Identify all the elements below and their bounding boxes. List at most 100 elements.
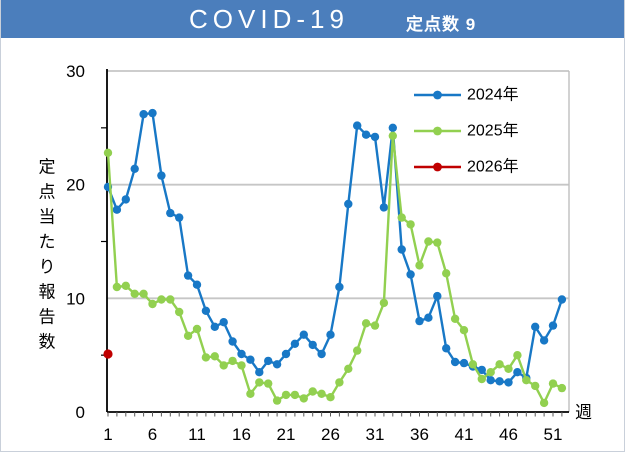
data-point	[548, 321, 558, 330]
data-point	[192, 324, 202, 334]
data-point	[450, 314, 460, 323]
x-tick-label-51: 51	[544, 425, 563, 444]
y-axis-title-char: 告	[39, 308, 56, 327]
series-line	[106, 111, 564, 384]
data-point	[370, 132, 380, 142]
series-1-group	[103, 108, 567, 387]
data-point	[539, 398, 549, 408]
series-3-group	[103, 349, 113, 359]
x-tick-label-16: 16	[232, 425, 251, 444]
legend-entry-1: 2024年	[414, 86, 519, 104]
data-point	[486, 368, 495, 377]
x-tick-label-1: 1	[103, 425, 112, 444]
data-point	[557, 295, 567, 304]
data-point	[433, 291, 442, 301]
data-point	[166, 208, 175, 218]
data-point	[183, 271, 193, 280]
data-point	[388, 123, 397, 132]
data-point	[112, 205, 122, 214]
data-point	[246, 355, 255, 364]
data-point	[486, 376, 495, 385]
x-tick-label-31: 31	[366, 425, 385, 444]
legend-entry-3: 2026年	[414, 158, 519, 176]
x-tick-label-26: 26	[321, 425, 340, 444]
data-point	[290, 390, 300, 400]
legend-marker-dot	[433, 90, 442, 100]
data-point	[335, 378, 344, 387]
data-point	[121, 281, 130, 290]
data-point	[166, 295, 175, 304]
y-axis-title-char: 報	[39, 283, 56, 302]
y-axis-title-char: た	[39, 233, 56, 252]
data-point	[290, 339, 300, 348]
legend: 2024年 2025年 2026年	[414, 86, 519, 176]
data-point	[406, 270, 415, 279]
data-point	[237, 361, 246, 370]
data-point	[548, 379, 558, 388]
data-point	[361, 319, 371, 328]
legend-marker-dot	[433, 126, 442, 136]
data-point	[477, 365, 486, 375]
data-point	[513, 351, 522, 360]
data-point	[139, 110, 148, 119]
y-axis-title-char: り	[39, 258, 56, 277]
data-point	[183, 331, 193, 340]
x-tick-label-11: 11	[188, 425, 206, 444]
data-point	[317, 349, 326, 359]
data-point	[459, 358, 469, 368]
x-axis-title: 週	[575, 403, 592, 422]
data-point	[175, 213, 184, 222]
data-point	[459, 326, 469, 335]
data-point	[504, 378, 513, 387]
data-point	[272, 360, 282, 369]
data-point	[397, 245, 406, 254]
y-axis-title-char: 数	[39, 333, 56, 352]
data-point	[210, 352, 219, 361]
data-point	[335, 282, 344, 292]
x-tick-label-21: 21	[277, 425, 296, 444]
data-point	[557, 383, 567, 393]
data-point	[317, 389, 326, 398]
y-axis-title-char: 当	[39, 208, 56, 227]
data-point	[103, 148, 113, 157]
data-point	[121, 195, 130, 204]
y-tick-label-20: 20	[66, 176, 85, 195]
data-point	[379, 203, 389, 212]
y-axis-title-char: 定	[39, 158, 56, 177]
data-point	[228, 337, 237, 346]
data-point	[415, 261, 424, 270]
y-tick-label-30: 30	[66, 62, 85, 81]
data-point	[477, 374, 486, 384]
data-point	[326, 330, 335, 339]
data-point	[255, 368, 264, 377]
data-point	[344, 199, 353, 209]
data-point	[522, 376, 531, 385]
data-point	[157, 171, 166, 180]
data-point	[299, 394, 308, 403]
data-point	[450, 357, 460, 367]
series-line	[106, 134, 563, 405]
data-point	[237, 349, 246, 359]
y-tick-label-0: 0	[76, 403, 85, 422]
title-bar: COVID-19 定点数 9	[1, 0, 624, 38]
data-point	[353, 346, 362, 355]
data-point	[495, 360, 504, 369]
legend-label: 2024年	[467, 86, 519, 104]
data-point	[139, 289, 148, 298]
data-point	[264, 379, 273, 388]
data-point	[130, 164, 139, 173]
data-point	[513, 368, 522, 377]
data-point	[281, 349, 291, 359]
sentinel-count-badge: 定点数 9	[406, 15, 477, 34]
y-axis-title-char: 点	[39, 183, 56, 202]
data-point	[388, 131, 397, 140]
data-point	[201, 353, 211, 362]
data-point	[326, 393, 335, 402]
data-point	[219, 361, 228, 370]
data-point	[531, 322, 540, 331]
y-tick-label-10: 10	[66, 289, 85, 308]
data-point	[539, 336, 549, 345]
data-point	[130, 289, 139, 298]
